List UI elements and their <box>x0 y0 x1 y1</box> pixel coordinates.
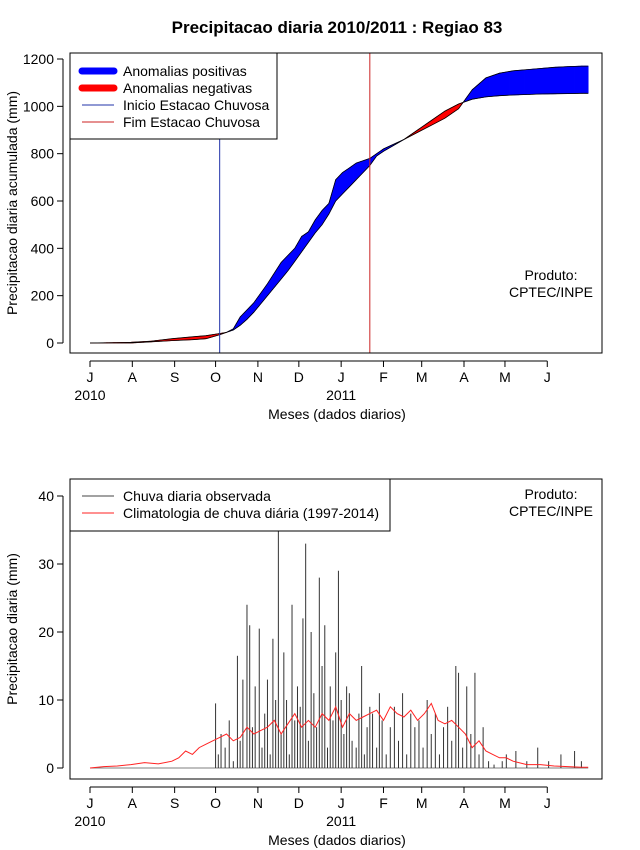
y-tick-label: 1000 <box>23 98 54 114</box>
chart-bottom-x-label: Meses (dados diarios) <box>268 832 406 848</box>
chart-top-x-axis: J A S O N D J F M A M J 2010 2011 <box>74 360 551 403</box>
chart-top-y-axis: 0 200 400 600 800 1000 1200 <box>23 51 64 351</box>
x-tick-label: A <box>128 369 138 385</box>
x-tick-label: O <box>210 369 221 385</box>
x-tick-label: S <box>170 795 179 811</box>
x-tick-label: J <box>87 369 94 385</box>
chart-bottom: 0 10 20 30 40 J A S O N D J F M A M J 2010 2011 Meses (da… <box>4 478 603 848</box>
x-year-label: 2011 <box>326 387 356 403</box>
legend-label-climatology: Climatologia de chuva diária (1997-2014) <box>123 505 379 521</box>
chart-bottom-product-label: Produto: <box>525 486 578 502</box>
chart-top: Precipitacao diaria 2010/2011 : Regiao 8… <box>4 18 603 422</box>
x-tick-label: J <box>338 369 345 385</box>
x-year-label: 2010 <box>74 387 105 403</box>
x-tick-label: J <box>544 795 551 811</box>
y-tick-label: 1200 <box>23 51 54 67</box>
x-tick-label: M <box>499 795 511 811</box>
chart-bottom-product-source: CPTEC/INPE <box>509 503 593 519</box>
x-tick-label: A <box>128 795 138 811</box>
legend-label-end: Fim Estacao Chuvosa <box>123 114 260 130</box>
x-tick-label: J <box>338 795 345 811</box>
y-tick-label: 10 <box>38 692 54 708</box>
chart-top-frame <box>69 52 603 354</box>
x-tick-label: M <box>416 369 428 385</box>
chart-top-product-source: CPTEC/INPE <box>509 284 593 300</box>
y-tick-label: 20 <box>38 624 54 640</box>
legend-label-negative: Anomalias negativas <box>123 80 252 96</box>
y-tick-label: 200 <box>31 288 55 304</box>
chart-bottom-y-axis: 0 10 20 30 40 <box>38 488 64 776</box>
chart-bottom-legend-box <box>69 478 391 532</box>
chart-top-title: Precipitacao diaria 2010/2011 : Regiao 8… <box>172 18 503 37</box>
chart-top-legend: Anomalias positivas Anomalias negativas … <box>69 52 278 140</box>
x-tick-label: D <box>294 369 304 385</box>
x-tick-label: A <box>459 369 469 385</box>
x-tick-label: S <box>170 369 179 385</box>
chart-top-y-label: Precipitacao diaria acumulada (mm) <box>4 91 20 315</box>
series-climatology-cumulative <box>89 92 589 344</box>
x-tick-label: J <box>544 369 551 385</box>
x-tick-label: D <box>294 795 304 811</box>
x-tick-label: F <box>379 369 388 385</box>
x-tick-label: A <box>459 795 469 811</box>
x-tick-label: J <box>87 795 94 811</box>
y-tick-label: 0 <box>46 760 54 776</box>
x-tick-label: M <box>499 369 511 385</box>
chart-bottom-x-axis: J A S O N D J F M A M J 2010 2011 <box>74 786 551 829</box>
y-tick-label: 600 <box>31 193 55 209</box>
anomaly-band <box>586 65 589 94</box>
x-year-label: 2010 <box>74 813 105 829</box>
x-tick-label: M <box>416 795 428 811</box>
legend-label-positive: Anomalias positivas <box>123 63 247 79</box>
chart-bottom-y-label: Precipitacao diaria (mm) <box>4 553 20 705</box>
chart-top-product-label: Produto: <box>525 267 578 283</box>
y-tick-label: 40 <box>38 488 54 504</box>
chart-top-legend-box <box>69 52 278 140</box>
x-year-label: 2011 <box>326 813 356 829</box>
x-tick-label: F <box>379 795 388 811</box>
y-tick-label: 400 <box>31 240 55 256</box>
y-tick-label: 30 <box>38 556 54 572</box>
chart-top-x-label: Meses (dados diarios) <box>268 406 406 422</box>
y-tick-label: 0 <box>46 335 54 351</box>
chart-bottom-plot-area <box>89 496 589 769</box>
chart-bottom-legend: Chuva diaria observada Climatologia de c… <box>69 478 391 532</box>
legend-label-observed: Chuva diaria observada <box>123 488 271 504</box>
y-tick-label: 800 <box>31 146 55 162</box>
legend-label-onset: Inicio Estacao Chuvosa <box>123 97 270 113</box>
x-tick-label: N <box>253 795 263 811</box>
x-tick-label: O <box>210 795 221 811</box>
x-tick-label: N <box>253 369 263 385</box>
series-climatology-daily <box>89 702 589 769</box>
